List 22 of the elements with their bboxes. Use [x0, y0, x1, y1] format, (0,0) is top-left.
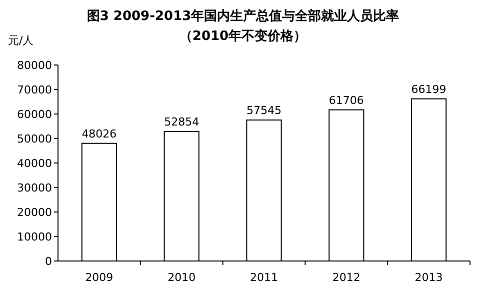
- x-tick-label: 2011: [250, 271, 278, 284]
- x-tick-label: 2009: [85, 271, 114, 284]
- data-label: 52854: [164, 116, 200, 129]
- y-tick-label: 70000: [17, 84, 52, 96]
- y-tick-label: 20000: [17, 206, 52, 219]
- y-tick-label: 60000: [17, 108, 52, 121]
- chart-subtitle: （2010年不变价格）: [179, 28, 307, 44]
- data-label: 48026: [82, 127, 117, 140]
- y-tick-label: 40000: [17, 157, 52, 170]
- chart-title: 图3 2009-2013年国内生产总值与全部就业人员比率: [86, 8, 400, 24]
- data-label: 61706: [328, 94, 364, 107]
- y-tick-label: 50000: [17, 132, 52, 146]
- y-tick-label: 0: [45, 255, 52, 268]
- data-label: 57545: [246, 104, 282, 118]
- y-tick-label: 10000: [17, 230, 52, 244]
- x-tick-label: 2012: [332, 271, 360, 284]
- y-tick-label: 80000: [17, 59, 52, 72]
- x-tick-label: 2013: [414, 271, 443, 284]
- x-tick-label: 2010: [168, 271, 196, 284]
- data-label: 66199: [411, 82, 446, 96]
- y-tick-label: 30000: [17, 182, 52, 194]
- y-axis-title: 元/人: [8, 34, 34, 47]
